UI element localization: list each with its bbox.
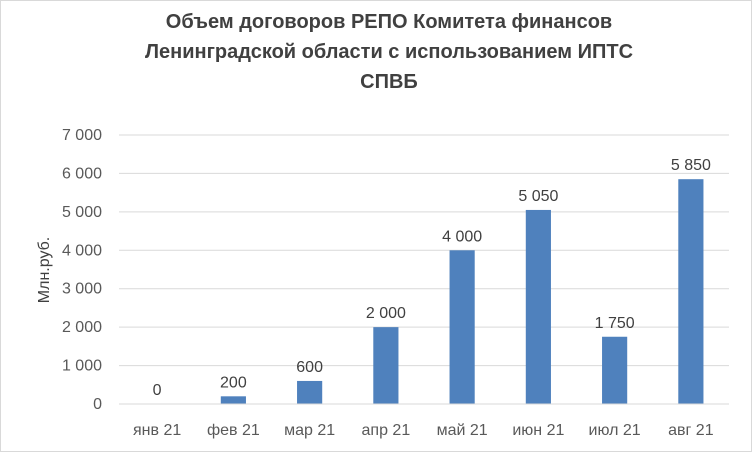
- y-tick-label: 5 000: [62, 204, 102, 221]
- y-tick-label: 7 000: [62, 127, 102, 144]
- x-tick-label: апр 21: [362, 422, 411, 439]
- bar: [373, 327, 399, 404]
- x-tick-label: июн 21: [512, 422, 564, 439]
- data-label: 5 050: [518, 188, 558, 205]
- data-label: 5 850: [671, 157, 711, 174]
- y-tick-label: 4 000: [62, 242, 102, 259]
- x-tick-label: фев 21: [207, 422, 260, 439]
- data-label: 4 000: [442, 228, 482, 245]
- bars: [220, 179, 704, 404]
- x-tick-label: июл 21: [589, 422, 641, 439]
- data-label: 200: [220, 374, 247, 391]
- y-tick-label: 0: [93, 396, 102, 413]
- y-axis-ticks: 0 1 000 2 000 3 000 4 000 5 000 6 000 7 000: [62, 127, 102, 413]
- y-tick-label: 1 000: [62, 358, 102, 375]
- x-tick-label: авг 21: [668, 422, 714, 439]
- x-tick-label: янв 21: [133, 422, 181, 439]
- bar: [602, 336, 628, 404]
- bar: [525, 209, 551, 404]
- data-label: 600: [296, 359, 323, 376]
- chart-title: Объем договоров РЕПО Комитета финансов Л…: [144, 11, 634, 93]
- bar: [220, 396, 246, 404]
- data-label: 2 000: [366, 305, 406, 322]
- data-label: 0: [153, 382, 162, 399]
- y-tick-label: 3 000: [62, 281, 102, 298]
- data-label: 1 750: [595, 315, 635, 332]
- bar: [297, 380, 323, 404]
- bar: [678, 179, 704, 404]
- x-tick-label: май 21: [437, 422, 488, 439]
- y-tick-label: 2 000: [62, 319, 102, 336]
- data-labels: 0 200 600 2 000 4 000 5 050 1 750 5 850: [153, 157, 711, 399]
- x-axis-ticks: янв 21 фев 21 мар 21 апр 21 май 21 июн 21 июл …: [133, 422, 714, 439]
- gridlines: [119, 134, 729, 367]
- x-tick-label: мар 21: [284, 422, 335, 439]
- y-tick-label: 6 000: [62, 165, 102, 182]
- bar: [449, 250, 475, 404]
- y-axis-title: Млн.руб.: [36, 237, 53, 303]
